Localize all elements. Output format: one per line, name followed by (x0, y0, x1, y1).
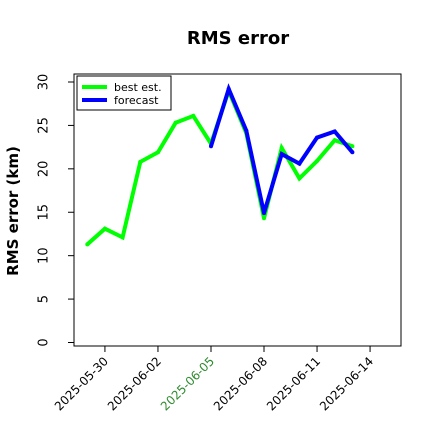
data-point (173, 120, 178, 125)
legend-label-forecast: forecast (114, 94, 159, 107)
x-tick-label: 2025-06-14 (317, 354, 376, 413)
data-point (315, 159, 319, 163)
y-tick-label: 30 (37, 74, 52, 91)
data-point (156, 150, 160, 155)
data-point (350, 150, 355, 155)
data-point (226, 86, 231, 91)
y-tick-label: 15 (37, 204, 52, 221)
x-tick-label: 2025-05-30 (52, 354, 111, 413)
x-tick-label: 2025-06-05 (158, 354, 217, 413)
y-tick-label: 20 (37, 161, 52, 178)
data-point (138, 159, 143, 164)
data-point (332, 129, 337, 134)
data-point (191, 113, 196, 118)
x-tick-label: 2025-06-11 (264, 354, 323, 413)
data-point (262, 211, 266, 216)
y-tick-label: 0 (37, 338, 52, 346)
data-point (244, 128, 249, 133)
legend: best est. forecast (76, 75, 172, 111)
data-point (102, 226, 107, 231)
legend-label-best-est: best est. (114, 81, 162, 94)
data-point (350, 144, 355, 149)
legend-box (76, 75, 172, 111)
y-tick-label: 10 (37, 247, 52, 264)
y-tick-label: 5 (37, 295, 52, 303)
series-layer (85, 83, 355, 247)
data-point (262, 216, 266, 221)
data-point (279, 146, 284, 150)
chart-title: RMS error (187, 28, 289, 49)
data-point (120, 235, 125, 240)
y-tick-label: 25 (37, 117, 52, 134)
data-point (315, 135, 319, 140)
data-point (85, 242, 90, 247)
data-point (332, 138, 337, 143)
x-tick-label: 2025-06-08 (211, 354, 270, 413)
data-point (297, 161, 302, 166)
x-tick-label: 2025-06-02 (105, 354, 164, 413)
plot-area-frame (73, 73, 402, 347)
y-axis-label: RMS error (km) (4, 146, 22, 276)
data-point (297, 176, 302, 181)
data-point (209, 144, 213, 149)
data-point (279, 152, 284, 157)
